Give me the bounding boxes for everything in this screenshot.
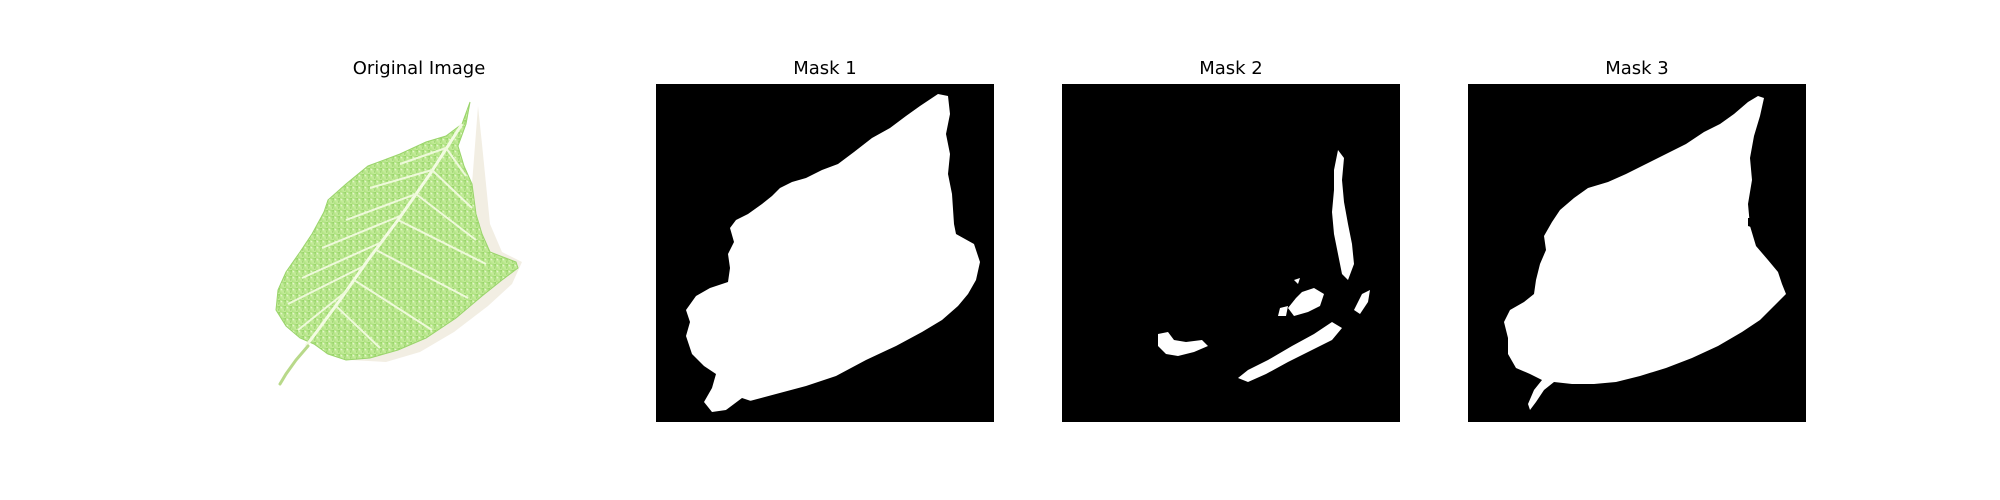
leaf-photo (275, 101, 522, 386)
leaf-blade (275, 101, 519, 361)
mask-2-title: Mask 2 (1199, 58, 1263, 79)
mask-1-panel (656, 84, 994, 422)
mask-1-title: Mask 1 (793, 58, 857, 79)
mask-1-image (656, 84, 994, 422)
mask-3-region (1504, 96, 1786, 410)
mask-1-notch (726, 398, 754, 412)
mask-3-title: Mask 3 (1605, 58, 1669, 79)
original-image-title: Original Image (352, 58, 486, 79)
mask-2-panel (1062, 84, 1400, 422)
leaf-veins (287, 147, 487, 349)
mask-2-image (1062, 84, 1400, 422)
leaf-stem (278, 344, 310, 386)
mask-3-hole (1748, 218, 1754, 228)
mask-3-panel (1468, 84, 1806, 422)
mask-2-regions (1158, 150, 1370, 382)
mask-3-image (1468, 84, 1806, 422)
original-image-panel (250, 84, 588, 422)
mask-1-region (686, 94, 980, 412)
leaf-midrib (304, 123, 464, 347)
